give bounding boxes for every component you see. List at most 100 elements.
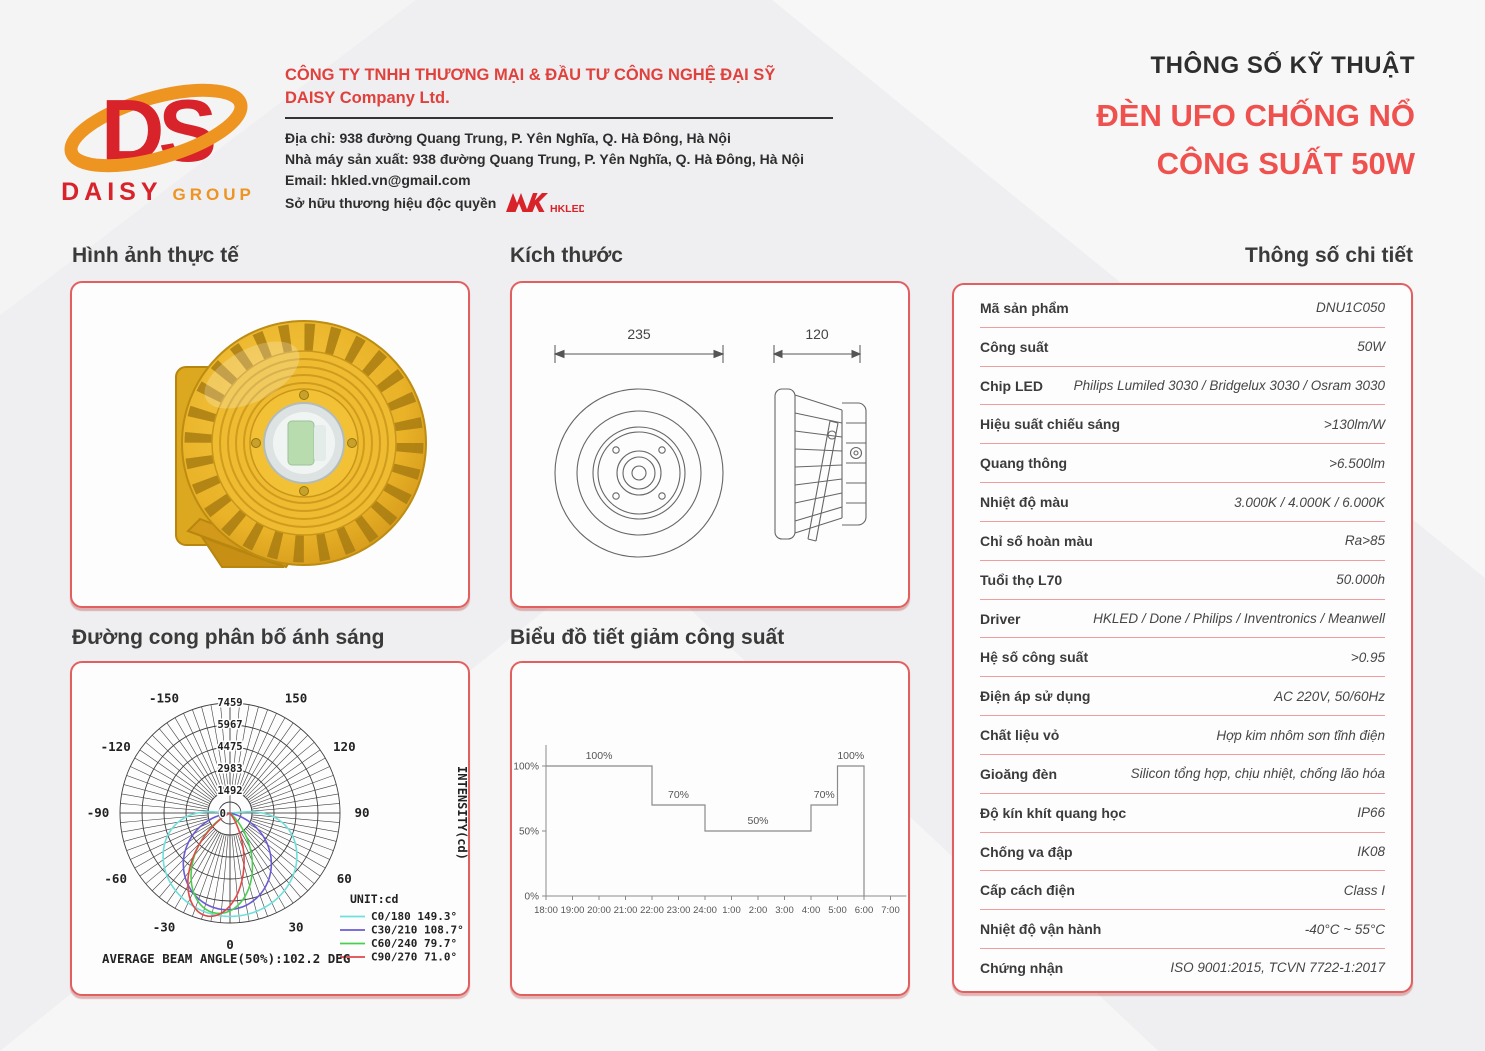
spec-label: Tuổi thọ L70 xyxy=(980,571,1063,588)
svg-text:UNIT:cd: UNIT:cd xyxy=(350,892,399,906)
spec-label: Quang thông xyxy=(980,455,1068,472)
spec-value: Class I xyxy=(1343,882,1385,898)
spec-row: Chứng nhận ISO 9001:2015, TCVN 7722-1:201… xyxy=(980,949,1385,987)
company-factory: Nhà máy sản xuất: 938 đường Quang Trung,… xyxy=(285,150,804,167)
spec-value: 50.000h xyxy=(1336,572,1385,588)
dimension-drawing: 235 120 xyxy=(553,326,867,558)
spec-value: >6.500lm xyxy=(1329,455,1385,471)
polar-axis-label: INTENSITY(cd) xyxy=(455,766,468,860)
spec-label: Độ kín khít quang học xyxy=(980,804,1127,821)
dimension-front-label: 235 xyxy=(627,326,651,342)
spec-label: Chứng nhận xyxy=(980,959,1064,976)
svg-text:-120: -120 xyxy=(101,739,131,754)
svg-text:22:00: 22:00 xyxy=(640,905,664,916)
spec-value: IP66 xyxy=(1357,805,1385,821)
spec-row: Nhiệt độ màu 3.000K / 4.000K / 6.000K xyxy=(980,483,1385,522)
spec-row: Gioăng đèn Silicon tổng hợp, chịu nhiệt, … xyxy=(980,755,1385,794)
spec-label: Chỉ số hoàn màu xyxy=(980,532,1093,549)
svg-text:90: 90 xyxy=(354,805,369,820)
svg-text:C30/210 108.7°: C30/210 108.7° xyxy=(371,924,464,937)
spec-label: Chống va đập xyxy=(980,843,1073,860)
svg-text:-30: -30 xyxy=(153,919,176,934)
svg-text:C60/240 79.7°: C60/240 79.7° xyxy=(371,937,457,950)
spec-row: Chip LED Philips Lumiled 3030 / Bridgelux… xyxy=(980,367,1385,406)
svg-text:2:00: 2:00 xyxy=(749,905,768,916)
spec-row: Nhiệt độ vận hành -40°C ~ 55°C xyxy=(980,910,1385,950)
dimension-front-view xyxy=(554,388,724,558)
spec-value: DNU1C050 xyxy=(1315,300,1385,316)
spec-row: Công suất 50W xyxy=(980,328,1385,367)
spec-row: Chống va đập IK08 xyxy=(980,833,1385,872)
svg-text:1492: 1492 xyxy=(217,785,242,797)
svg-text:21:00: 21:00 xyxy=(614,905,638,916)
polar-distribution-chart: -150 -120 -90 -60 -30 0 30 60 90 120 150 1492 2983 44… xyxy=(87,691,469,966)
heading-derating: Biểu đồ tiết giảm công suất xyxy=(510,626,785,649)
spec-value: Hợp kim nhôm sơn tĩnh điện xyxy=(1216,727,1385,743)
heading-photo: Hình ảnh thực tế xyxy=(72,244,239,267)
dimensions-card: 235 120 xyxy=(510,281,910,608)
sheet-title-line2: ĐÈN UFO CHỐNG NỔ xyxy=(1096,98,1415,133)
svg-text:100%: 100% xyxy=(586,750,613,762)
derating-chart-card: 18:00 19:00 20:00 21:00 22:00 23:00 24:00 1:00 2… xyxy=(510,661,910,996)
svg-text:C90/270 71.0°: C90/270 71.0° xyxy=(371,951,457,964)
logo-group-text: GROUP xyxy=(172,185,255,204)
spec-row: Tuổi thọ L70 50.000h xyxy=(980,561,1385,600)
svg-text:0%: 0% xyxy=(525,892,540,903)
spec-row: Độ kín khít quang học IP66 xyxy=(980,794,1385,833)
heading-dimensions: Kích thước xyxy=(510,244,623,267)
spec-label: Nhiệt độ màu xyxy=(980,494,1069,511)
company-address: Địa chỉ: 938 đường Quang Trung, P. Yên N… xyxy=(285,129,731,146)
spec-label: Chất liệu vỏ xyxy=(980,727,1060,744)
spec-value: -40°C ~ 55°C xyxy=(1304,921,1385,937)
svg-text:30: 30 xyxy=(288,919,303,934)
spec-value: Philips Lumiled 3030 / Bridgelux 3030 / … xyxy=(1073,378,1385,394)
svg-text:100%: 100% xyxy=(837,750,864,762)
spec-row: Điện áp sử dụng AC 220V, 50/60Hz xyxy=(980,677,1385,717)
svg-text:50%: 50% xyxy=(747,815,768,827)
spec-value: AC 220V, 50/60Hz xyxy=(1274,688,1385,704)
spec-row: Chỉ số hoàn màu Ra>85 xyxy=(980,522,1385,561)
spec-label: Công suất xyxy=(980,338,1049,355)
spec-label: Hiệu suất chiếu sáng xyxy=(980,416,1121,433)
svg-text:6:00: 6:00 xyxy=(855,905,874,916)
photo-card xyxy=(70,281,470,608)
spec-row: Hiệu suất chiếu sáng >130lm/W xyxy=(980,405,1385,445)
svg-text:4475: 4475 xyxy=(217,741,242,753)
svg-text:C0/180 149.3°: C0/180 149.3° xyxy=(371,910,457,923)
power-derating-chart: 18:00 19:00 20:00 21:00 22:00 23:00 24:00 1:00 2… xyxy=(513,745,907,916)
spec-value: Silicon tổng hợp, chịu nhiệt, chống lão … xyxy=(1130,766,1385,782)
svg-text:-90: -90 xyxy=(87,805,110,820)
dimension-side-label: 120 xyxy=(805,326,829,342)
led-chip xyxy=(287,420,315,466)
spec-value: >130lm/W xyxy=(1323,416,1385,432)
spec-value: ISO 9001:2015, TCVN 7722-1:2017 xyxy=(1170,960,1385,976)
sheet-title-line3: CÔNG SUẤT 50W xyxy=(1156,146,1415,181)
svg-text:60: 60 xyxy=(337,871,352,886)
svg-text:23:00: 23:00 xyxy=(667,905,691,916)
svg-text:2983: 2983 xyxy=(217,763,242,775)
heading-polar: Đường cong phân bố ánh sáng xyxy=(72,626,385,649)
spec-row: Chất liệu vỏ Hợp kim nhôm sơn tĩnh điện xyxy=(980,716,1385,755)
spec-label: Cấp cách điện xyxy=(980,882,1075,899)
svg-text:5:00: 5:00 xyxy=(828,905,847,916)
spec-value: Ra>85 xyxy=(1344,533,1385,549)
spec-row: Mã sản phẩm DNU1C050 xyxy=(980,289,1385,328)
svg-text:-150: -150 xyxy=(149,691,179,706)
company-email: Email: hkled.vn@gmail.com xyxy=(285,172,471,189)
svg-text:7:00: 7:00 xyxy=(881,905,900,916)
logo-wordmark: DAISY GROUP xyxy=(58,178,258,207)
heading-specs: Thông số chi tiết xyxy=(1245,244,1413,267)
svg-text:24:00: 24:00 xyxy=(693,905,717,916)
svg-text:100%: 100% xyxy=(513,762,539,773)
svg-text:-60: -60 xyxy=(104,871,127,886)
sheet-title-line1: THÔNG SỐ KỸ THUẬT xyxy=(1150,52,1415,79)
svg-text:5967: 5967 xyxy=(217,719,242,731)
svg-text:0: 0 xyxy=(220,808,226,820)
spec-row: Quang thông >6.500lm xyxy=(980,444,1385,484)
svg-text:18:00: 18:00 xyxy=(534,905,558,916)
svg-text:19:00: 19:00 xyxy=(561,905,585,916)
svg-text:150: 150 xyxy=(285,691,308,706)
spec-value: IK08 xyxy=(1357,844,1385,859)
svg-text:70%: 70% xyxy=(814,789,835,801)
spec-row: Hệ số công suất >0.95 xyxy=(980,638,1385,678)
